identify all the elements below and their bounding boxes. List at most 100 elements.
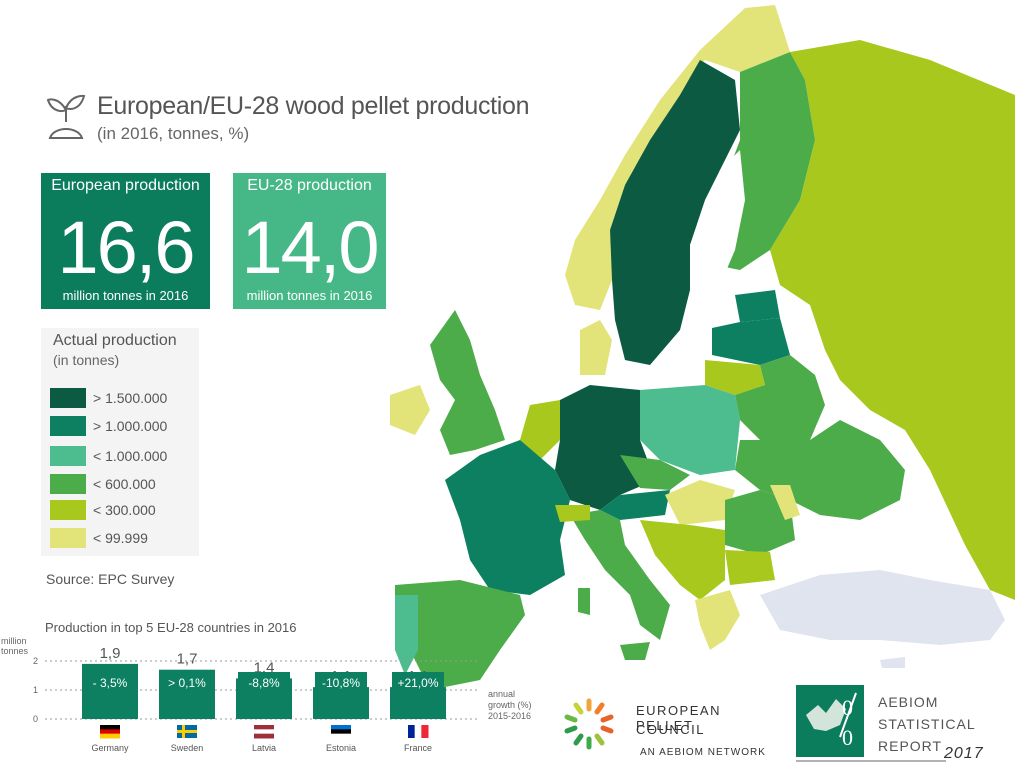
legend-swatch	[50, 500, 86, 520]
growth-label: +21,0%	[397, 676, 438, 690]
legend-swatch	[50, 446, 86, 466]
growth-label-bg	[315, 672, 367, 692]
growth-label-bg	[84, 672, 136, 692]
region-turkey	[760, 570, 1005, 645]
y-tick-label: 0	[33, 714, 38, 724]
category-label: Latvia	[252, 743, 276, 753]
european-production-label: European production	[51, 177, 200, 194]
legend-item: < 600.000	[50, 474, 200, 494]
growth-label-bg	[238, 672, 290, 692]
aebiom-line3: REPORT	[878, 738, 943, 754]
growth-label-bg	[392, 672, 444, 692]
region-belarus	[735, 355, 825, 440]
svg-text:0: 0	[842, 725, 853, 750]
region-sicily	[620, 642, 650, 660]
region-poland	[640, 385, 740, 475]
flag-stripe	[177, 730, 197, 733]
page-subtitle: (in 2016, tonnes, %)	[97, 124, 250, 143]
region-greece	[695, 590, 740, 650]
region-balkans	[640, 520, 725, 600]
legend-swatch	[50, 474, 86, 494]
region-romania	[725, 490, 795, 555]
aebiom-logo-icon: 0 0	[796, 685, 864, 757]
y-tick-label: 2	[33, 656, 38, 666]
category-label: Germany	[91, 743, 129, 753]
legend-item: < 1.000.000	[50, 446, 200, 466]
flag-stripe	[331, 733, 351, 739]
eu28-production-label: EU-28 production	[247, 177, 372, 194]
plant-icon	[46, 94, 86, 139]
aebiom-logo: 0 0 AEBIOM STATISTICAL REPORT 2017	[796, 685, 1006, 769]
growth-label: > 0,1%	[168, 676, 206, 690]
legend-label: < 99.999	[93, 530, 148, 546]
legend-subtitle: (in tonnes)	[53, 352, 120, 368]
flag-stripe	[100, 725, 120, 730]
legend-item: > 1.500.000	[50, 388, 200, 408]
region-spain	[395, 580, 525, 690]
category-label: Sweden	[171, 743, 204, 753]
flag-stripe	[254, 725, 274, 730]
european-production-unit: million tonnes in 2016	[62, 288, 189, 303]
region-moldova	[770, 485, 800, 520]
flag-stripe	[331, 729, 351, 735]
growth-label-bg	[161, 672, 213, 692]
aebiom-underline	[796, 760, 946, 762]
chart-title: Production in top 5 EU-28 countries in 2…	[45, 620, 297, 635]
source-note: Source: EPC Survey	[46, 571, 175, 587]
legend-swatch	[50, 416, 86, 436]
page-title: European/EU-28 wood pellet production	[97, 92, 530, 120]
region-italy	[570, 510, 670, 640]
eu28-production-unit: million tonnes in 2016	[246, 288, 373, 303]
flag-stripe	[100, 733, 120, 739]
y-tick-label: 1	[33, 685, 38, 695]
region-latvia	[712, 318, 790, 365]
growth-label: -8,8%	[248, 676, 280, 690]
region-russia	[770, 40, 1015, 600]
legend-label: < 1.000.000	[93, 448, 168, 464]
region-lithuania	[705, 360, 765, 395]
region-bulgaria	[725, 550, 775, 585]
flag-stripe	[100, 729, 120, 735]
growth-caption: annual growth (%) 2015-2016	[488, 689, 532, 721]
legend-title: Actual production	[53, 332, 177, 349]
legend-label: > 1.500.000	[93, 390, 168, 406]
flag-stripe	[254, 733, 274, 739]
growth-label: - 3,5%	[93, 676, 128, 690]
bar-value-label: 1,7	[177, 651, 198, 668]
aebiom-line1: AEBIOM	[878, 694, 939, 710]
svg-text:0: 0	[842, 695, 853, 720]
flag-stripe	[414, 725, 422, 738]
bar	[390, 687, 446, 719]
flag-stripe	[331, 725, 351, 730]
region-benelux	[520, 400, 560, 460]
eu28-production-value: 14,0	[241, 206, 379, 289]
epc-line1: EUROPEAN PELLET	[636, 703, 721, 733]
epc-logo: EUROPEAN PELLET COUNCIL AN AEBIOM NETWOR…	[556, 693, 776, 763]
region-hungary	[665, 480, 735, 525]
flag-stripe	[421, 725, 429, 738]
chart-ylabel: million tonnes	[1, 636, 29, 656]
european-production-value: 16,6	[57, 206, 195, 289]
region-portugal	[395, 595, 418, 675]
region-sardinia	[578, 588, 590, 615]
legend-label: < 600.000	[93, 476, 156, 492]
legend-item: < 300.000	[50, 500, 200, 520]
legend-label: < 300.000	[93, 502, 156, 518]
bar-value-label: 1,9	[100, 645, 121, 662]
region-sweden	[610, 60, 740, 365]
legend-label: > 1.000.000	[93, 418, 168, 434]
region-austria	[600, 490, 670, 520]
legend-swatch	[50, 528, 86, 548]
epc-line2: COUNCIL	[636, 722, 706, 737]
region-france	[445, 440, 570, 595]
legend-item: < 99.999	[50, 528, 200, 548]
european-production-box: European production 16,6 million tonnes …	[41, 173, 210, 309]
region-germany	[555, 385, 655, 510]
region-norway	[565, 5, 790, 310]
region-switzerland	[555, 505, 590, 522]
aebiom-year: 2017	[944, 745, 984, 762]
category-label: Estonia	[326, 743, 356, 753]
legend-item: > 1.000.000	[50, 416, 200, 436]
